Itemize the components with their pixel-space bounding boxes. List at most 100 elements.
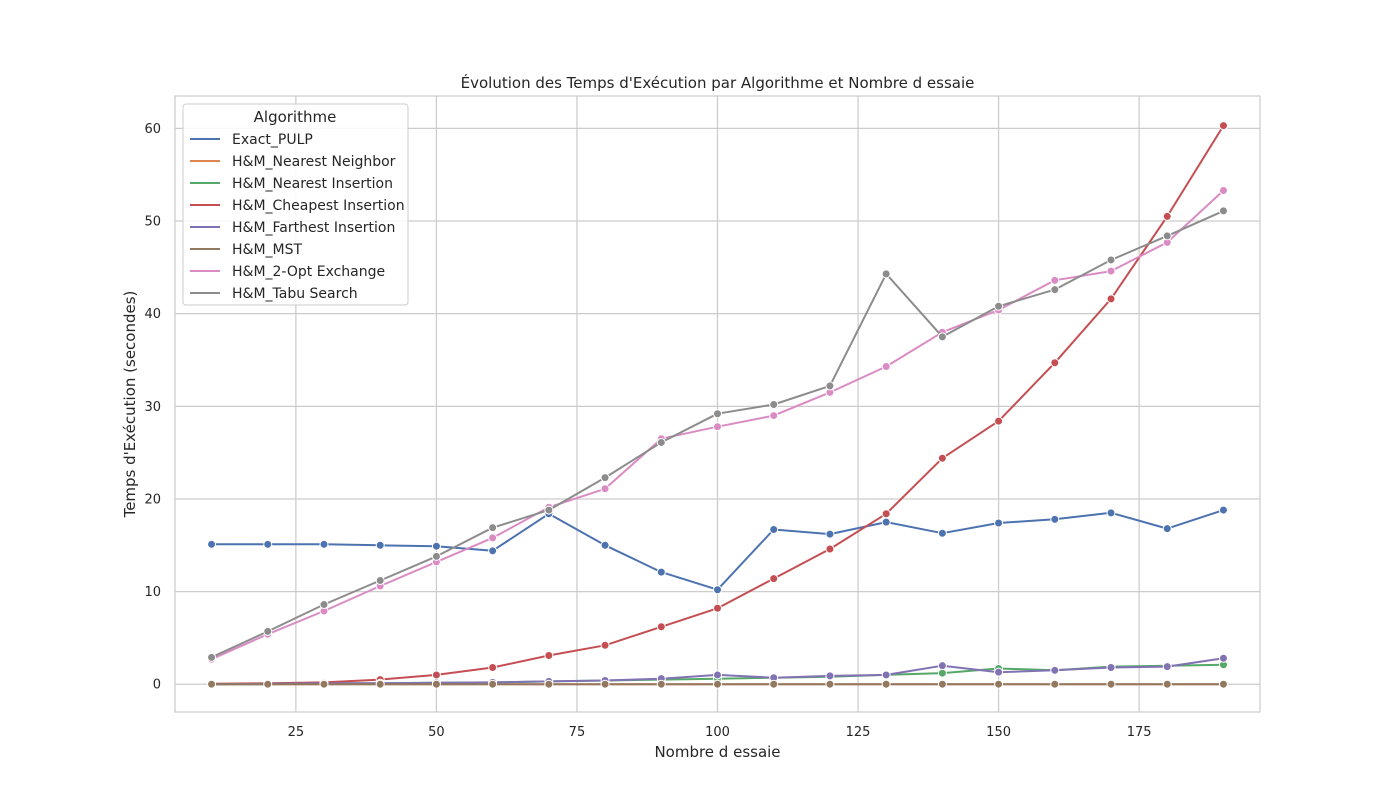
data-point (1106, 266, 1116, 276)
data-point (713, 670, 722, 680)
data-point (769, 574, 779, 584)
data-point (1050, 665, 1060, 675)
legend-label: H&M_Nearest Neighbor (232, 154, 396, 170)
x-tick-label: 100 (705, 725, 730, 740)
data-point (600, 540, 610, 550)
series-5 (207, 679, 1228, 689)
data-point (1106, 663, 1116, 673)
x-tick-label: 150 (986, 725, 1011, 740)
legend-box (182, 103, 409, 306)
legend-label: H&M_Cheapest Insertion (232, 198, 405, 214)
y-tick-labels: 0 10 20 30 40 50 60 (144, 122, 161, 693)
x-tick-labels: 25 50 75 100 125 150 175 (288, 725, 1152, 740)
legend-label: H&M_2-Opt Exchange (232, 264, 385, 280)
data-point (1162, 231, 1172, 241)
data-point (544, 505, 554, 515)
data-point (319, 679, 329, 689)
data-point (937, 332, 947, 342)
data-point (207, 652, 217, 662)
plot-frame (174, 95, 1261, 713)
data-point (431, 541, 441, 551)
data-point (431, 679, 441, 689)
legend-item: H&M_Nearest Neighbor (190, 154, 396, 170)
data-point (488, 533, 498, 543)
data-point (1106, 679, 1116, 689)
legend-label: H&M_MST (232, 242, 302, 258)
y-tick-label: 20 (144, 492, 161, 507)
chart-title: Évolution des Temps d'Exécution par Algo… (461, 73, 975, 92)
data-point (319, 600, 329, 610)
data-point (713, 585, 722, 595)
x-tick-label: 25 (288, 725, 305, 740)
data-point (431, 551, 441, 561)
data-point (544, 650, 554, 660)
data-point (881, 269, 891, 279)
data-point (1050, 514, 1060, 524)
data-point (1106, 255, 1116, 265)
data-point (375, 540, 385, 550)
data-point (937, 453, 947, 463)
data-point (825, 544, 835, 554)
data-point (488, 546, 498, 556)
data-point (1162, 662, 1172, 672)
data-point (600, 473, 610, 483)
data-point (881, 670, 891, 680)
data-point (994, 679, 1004, 689)
data-point (937, 528, 947, 538)
legend-title: Algorithme (254, 108, 337, 126)
data-point (656, 437, 666, 447)
data-point (881, 361, 891, 371)
data-point (937, 661, 947, 671)
data-point (937, 679, 947, 689)
legend-label: H&M_Tabu Search (232, 286, 358, 302)
legend-item: H&M_MST (190, 242, 302, 258)
data-point (1218, 679, 1228, 689)
y-tick-label: 50 (144, 215, 161, 230)
data-point (1218, 206, 1228, 216)
data-point (488, 679, 498, 689)
data-point (263, 539, 273, 549)
data-point (1162, 679, 1172, 689)
data-point (600, 640, 610, 650)
legend-item: Exact_PULP (190, 132, 313, 148)
legend-items: Exact_PULP H&M_Nearest Neighbor H&M_Neares… (190, 132, 405, 302)
y-tick-label: 10 (144, 585, 161, 600)
y-tick-label: 0 (153, 678, 161, 693)
data-point (713, 679, 722, 689)
y-tick-label: 30 (144, 400, 161, 415)
series-7 (207, 206, 1228, 662)
x-tick-label: 125 (846, 725, 871, 740)
data-point (1162, 211, 1172, 221)
data-point (375, 679, 385, 689)
legend-item: H&M_Cheapest Insertion (190, 198, 405, 214)
data-point (488, 523, 498, 533)
data-point (713, 603, 722, 613)
data-point (881, 679, 891, 689)
data-point (994, 667, 1004, 677)
data-point (1218, 653, 1228, 663)
data-point (769, 411, 779, 421)
legend: Algorithme Exact_PULP H&M_Nearest Neighbo… (182, 103, 409, 306)
series-group (207, 121, 1228, 689)
data-point (1106, 508, 1116, 518)
data-point (1218, 185, 1228, 195)
data-point (375, 575, 385, 585)
data-point (431, 670, 441, 680)
x-axis-label: Nombre d essaie (654, 743, 780, 761)
x-tick-label: 50 (428, 725, 445, 740)
data-point (1162, 524, 1172, 534)
data-point (656, 622, 666, 632)
data-point (544, 679, 554, 689)
x-tick-label: 175 (1127, 725, 1152, 740)
data-point (769, 679, 779, 689)
data-point (263, 679, 273, 689)
y-tick-label: 40 (144, 307, 161, 322)
data-point (825, 671, 835, 681)
data-point (994, 416, 1004, 426)
data-point (656, 567, 666, 577)
data-point (656, 679, 666, 689)
data-point (881, 509, 891, 519)
data-point (881, 517, 891, 527)
data-point (600, 679, 610, 689)
